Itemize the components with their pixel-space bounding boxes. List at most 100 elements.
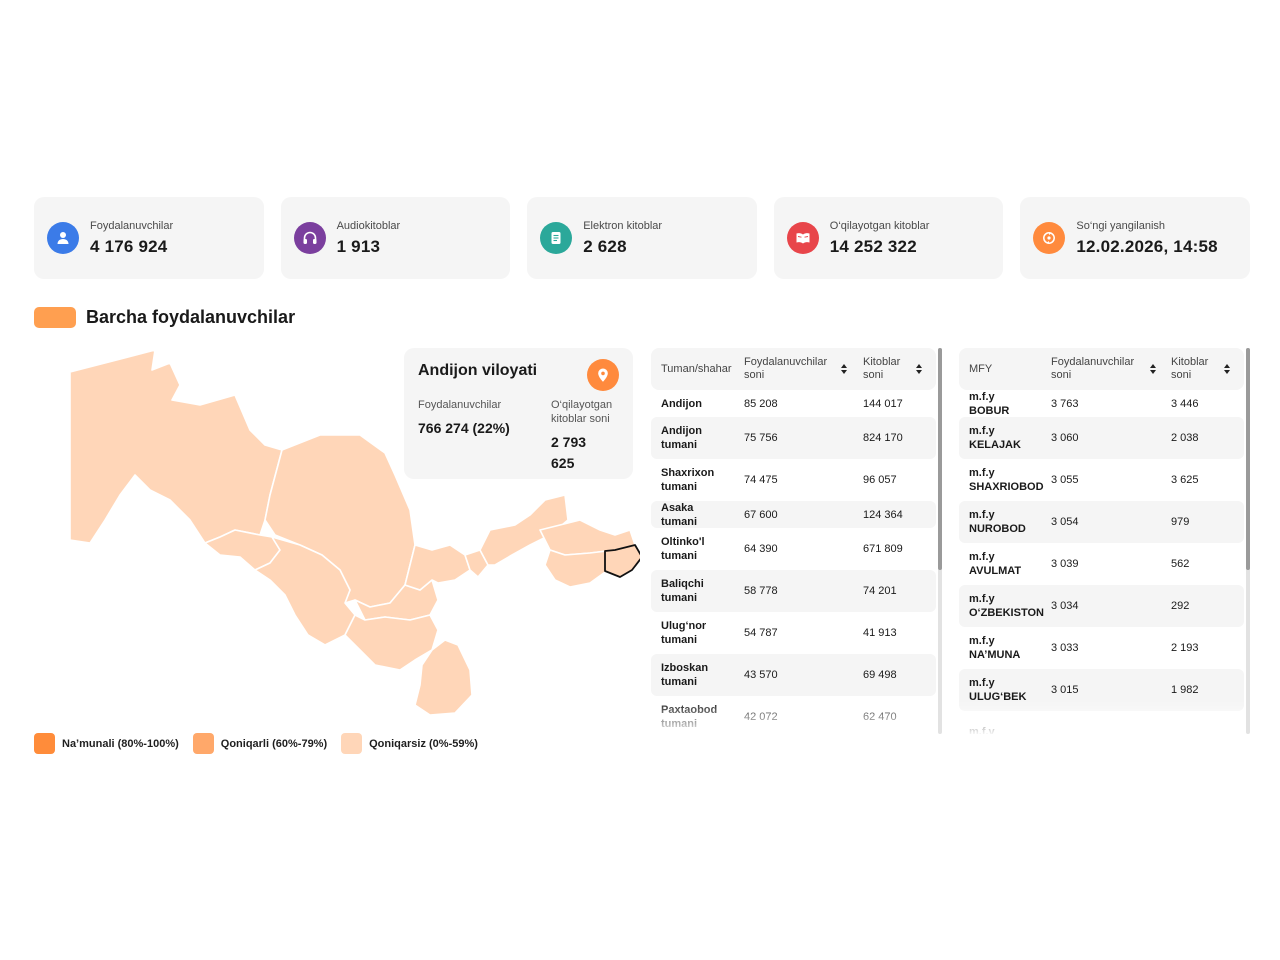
table-row[interactable]: Shaxrixon tumani 74 475 96 057 [651, 459, 936, 501]
row-books-cell: 74 201 [863, 585, 897, 597]
table-row[interactable]: m.f.y KELAJAK 3 060 2 038 [959, 417, 1244, 459]
legend-item-satisfactory: Qoniqarli (60%-79%) [192, 733, 327, 754]
districts-table[interactable]: Tuman/shahar Foydalanuvchilar soni Kitob… [651, 348, 942, 734]
row-name-cell: m.f.y BOBUR [969, 390, 1010, 417]
legend-swatch [341, 733, 363, 754]
map-region-fargona[interactable] [544, 549, 616, 588]
map-region-buxoro[interactable] [254, 536, 356, 646]
column-header-users[interactable]: Foydalanuvchilar soni [1051, 356, 1171, 382]
row-name-cell: Baliqchi tumani [661, 578, 704, 604]
table-body: Andijon 85 208 144 017 Andijon tumani 75 756… [651, 390, 936, 734]
table-row[interactable]: Paxtaobod tumani 42 072 62 470 [651, 696, 936, 734]
row-name-cell: m.f.y AVULMAT [969, 551, 1022, 577]
map-region-jizzax[interactable] [404, 544, 471, 591]
row-name-cell: m.f.y NA’MUNA [969, 635, 1021, 661]
column-header-district: Tuman/shahar [661, 362, 732, 375]
table-row[interactable]: m.f.y O‘ZBEKISTON 3 034 292 [959, 585, 1244, 627]
row-users-cell: 3 055 [1051, 474, 1079, 486]
stat-value: 14 252 322 [829, 236, 917, 256]
location-pin-icon[interactable] [587, 359, 619, 391]
table-row[interactable]: m.f.y [959, 711, 1244, 734]
table-row[interactable]: m.f.y NUROBOD 3 054 979 [959, 501, 1244, 543]
table-row[interactable]: Baliqchi tumani 58 778 74 201 [651, 570, 936, 612]
table-row[interactable]: Ulug‘nor tumani 54 787 41 913 [651, 612, 936, 654]
row-users-cell: 54 787 [744, 627, 778, 639]
table-row[interactable]: Oltinko'l tumani 64 390 671 809 [651, 528, 936, 570]
region-users-label: Foydalanuvchilar [418, 399, 502, 411]
table-row[interactable]: m.f.y SHAXRIOBOD 3 055 3 625 [959, 459, 1244, 501]
row-books-cell: 2 038 [1171, 432, 1199, 444]
column-header-books[interactable]: Kitoblar soni [863, 356, 936, 382]
scrollbar-thumb[interactable] [1246, 348, 1250, 570]
row-name-cell: m.f.y KELAJAK [969, 425, 1021, 451]
row-name-cell: Paxtaobod tumani [661, 704, 718, 730]
row-books-cell: 824 170 [863, 432, 903, 444]
stat-card-audiobooks: Audiokitoblar 1 913 [280, 197, 511, 279]
scrollbar-thumb[interactable] [938, 348, 942, 570]
row-users-cell: 64 390 [744, 543, 778, 555]
stat-label: Foydalanuvchilar [90, 219, 174, 232]
row-books-cell: 62 470 [863, 711, 897, 723]
legend-swatch [192, 733, 214, 754]
table-header: MFY Foydalanuvchilar soni Kitoblar soni [959, 348, 1244, 390]
table-row[interactable]: Andijon tumani 75 756 824 170 [651, 417, 936, 459]
table-row[interactable]: Andijon 85 208 144 017 [651, 390, 936, 417]
row-books-cell: 3 625 [1171, 474, 1199, 486]
row-name-cell: m.f.y [969, 726, 995, 734]
map-region-andijon-selected[interactable] [604, 544, 640, 578]
row-name-cell: Andijon [661, 397, 702, 410]
row-users-cell: 75 756 [744, 432, 778, 444]
table-row[interactable]: m.f.y ULUG‘BEK 3 015 1 982 [959, 669, 1244, 711]
ebook-icon [540, 222, 573, 254]
column-header-books[interactable]: Kitoblar soni [1171, 356, 1244, 382]
stat-card-last-update: So‘ngi yangilanish 12.02.2026, 14:58 [1020, 197, 1250, 279]
table-row[interactable]: Izboskan tumani 43 570 69 498 [651, 654, 936, 696]
uzbekistan-map[interactable] [60, 345, 640, 720]
row-users-cell: 58 778 [744, 585, 778, 597]
reading-book-icon [786, 222, 819, 254]
stat-label: O‘qilayotgan kitoblar [829, 219, 930, 232]
row-users-cell: 42 072 [744, 711, 778, 723]
map-region-surxondaryo[interactable] [414, 639, 473, 716]
row-books-cell: 3 446 [1171, 397, 1199, 410]
sort-icon[interactable] [915, 363, 923, 375]
sort-icon[interactable] [1149, 363, 1157, 375]
legend-label: Na’munali (80%-100%) [62, 737, 179, 750]
row-users-cell: 3 039 [1051, 558, 1079, 570]
map-region-qashqadaryo[interactable] [344, 614, 439, 671]
map-region-karakalpakstan[interactable] [69, 349, 283, 544]
row-name-cell: Oltinko'l tumani [661, 536, 705, 562]
section-header: Barcha foydalanuvchilar [34, 307, 295, 328]
map-region-sirdaryo[interactable] [464, 549, 489, 578]
section-title: Barcha foydalanuvchilar [86, 307, 296, 327]
table-row[interactable]: m.f.y BOBUR 3 763 3 446 [959, 390, 1244, 417]
row-name-cell: m.f.y ULUG‘BEK [969, 677, 1027, 703]
table-row[interactable]: m.f.y AVULMAT 3 039 562 [959, 543, 1244, 585]
row-name-cell: m.f.y NUROBOD [969, 509, 1026, 535]
stat-card-users: Foydalanuvchilar 4 176 924 [34, 197, 264, 279]
sort-icon[interactable] [1223, 363, 1231, 375]
headphones-icon [293, 222, 326, 254]
mfy-table[interactable]: MFY Foydalanuvchilar soni Kitoblar soni … [959, 348, 1250, 734]
row-users-cell: 43 570 [744, 669, 778, 681]
table-row[interactable]: m.f.y NA’MUNA 3 033 2 193 [959, 627, 1244, 669]
row-name-cell: Asaka tumani [661, 501, 698, 528]
row-books-cell: 144 017 [863, 397, 903, 410]
sort-icon[interactable] [840, 363, 848, 375]
stat-card-reading: O‘qilayotgan kitoblar 14 252 322 [773, 197, 1004, 279]
table-row[interactable]: Asaka tumani 67 600 124 364 [651, 501, 936, 528]
stat-value: 1 913 [336, 236, 381, 256]
row-books-cell: 96 057 [863, 474, 897, 486]
column-header-label: Kitoblar soni [1171, 356, 1209, 381]
column-header-users[interactable]: Foydalanuvchilar soni [744, 356, 863, 382]
map-svg[interactable] [60, 345, 640, 720]
row-books-cell: 2 193 [1171, 642, 1199, 654]
refresh-icon [1033, 222, 1066, 254]
column-header-label: Foydalanuvchilar soni [744, 356, 828, 381]
stats-bar: Foydalanuvchilar 4 176 924 Audiokitoblar… [34, 197, 1250, 279]
row-users-cell: 3 033 [1051, 642, 1079, 654]
table-body: m.f.y BOBUR 3 763 3 446 m.f.y KELAJAK 3 060 2… [959, 390, 1244, 734]
region-name: Andijon viloyati [418, 362, 538, 379]
row-users-cell: 3 034 [1051, 600, 1079, 612]
map-region-toshkent[interactable] [479, 494, 569, 566]
